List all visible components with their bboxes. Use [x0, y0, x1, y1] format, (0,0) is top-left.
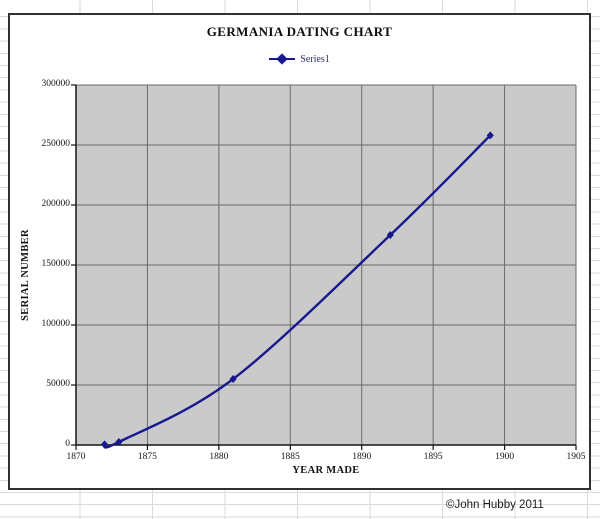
- copyright-credit: ©John Hubby 2011: [446, 499, 544, 511]
- data-point-marker[interactable]: [386, 231, 394, 239]
- x-tick-label: 1890: [352, 452, 372, 462]
- chart-title: GERMANIA DATING CHART: [206, 24, 393, 39]
- diamond-marker-icon: [276, 53, 288, 65]
- data-point-marker[interactable]: [229, 375, 237, 383]
- chart-frame[interactable]: GERMANIA DATING CHART Series1 SERIAL NUM…: [8, 13, 591, 490]
- data-point-marker[interactable]: [486, 131, 494, 140]
- x-tick-label: 1895: [423, 452, 443, 462]
- y-tick-label: 250000: [41, 139, 71, 149]
- data-point-marker[interactable]: [115, 438, 123, 446]
- x-tick-label: 1880: [209, 452, 229, 462]
- x-tick-label: 1870: [66, 452, 86, 462]
- y-tick-label: 150000: [41, 259, 71, 269]
- x-tick-label: 1900: [495, 452, 515, 462]
- legend-series-label: Series1: [300, 53, 330, 65]
- y-tick-label: 300000: [41, 79, 71, 89]
- chart-plot-svg: [71, 84, 577, 450]
- x-tick-label: 1885: [280, 452, 300, 462]
- legend[interactable]: Series1: [10, 52, 589, 66]
- y-tick-label: 50000: [46, 379, 70, 389]
- plot-area[interactable]: [71, 84, 577, 450]
- x-axis-title: YEAR MADE: [292, 465, 360, 476]
- y-axis-title: SERIAL NUMBER: [20, 229, 31, 321]
- data-point-marker[interactable]: [100, 440, 109, 449]
- x-tick-label: 1875: [137, 452, 157, 462]
- x-tick-label: 1905: [566, 452, 586, 462]
- legend-series-marker: [269, 52, 296, 66]
- y-tick-label: 100000: [41, 319, 71, 329]
- y-tick-label: 200000: [41, 199, 71, 209]
- y-tick-label: 0: [65, 439, 70, 449]
